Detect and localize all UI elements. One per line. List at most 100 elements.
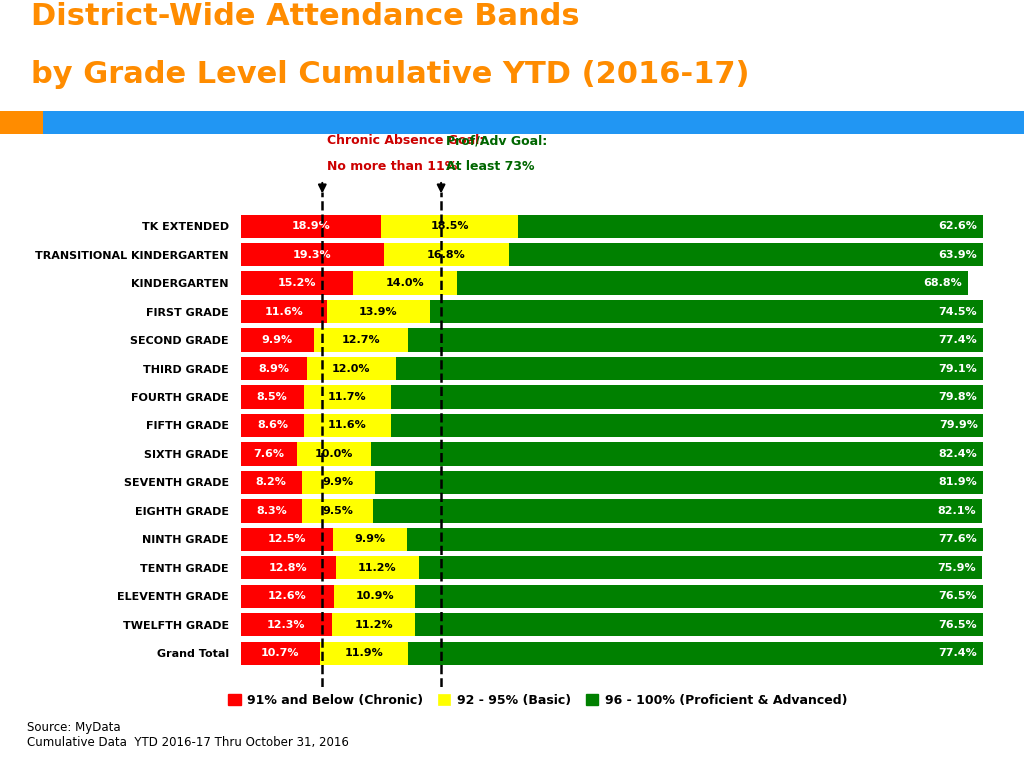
Bar xyxy=(297,442,372,465)
Text: 63.9%: 63.9% xyxy=(938,250,977,260)
Bar xyxy=(241,499,302,522)
Text: by Grade Level Cumulative YTD (2016-17): by Grade Level Cumulative YTD (2016-17) xyxy=(31,60,750,89)
Bar xyxy=(396,357,983,380)
Text: 15.2%: 15.2% xyxy=(278,278,316,288)
Bar xyxy=(384,243,509,266)
Text: 11.7%: 11.7% xyxy=(328,392,367,402)
Bar xyxy=(321,641,409,665)
Text: 76.5%: 76.5% xyxy=(938,620,977,630)
Text: 11.2%: 11.2% xyxy=(358,563,396,573)
Bar xyxy=(241,613,332,637)
Text: District-Wide Attendance Bands: District-Wide Attendance Bands xyxy=(31,2,580,31)
Bar xyxy=(372,442,983,465)
Bar xyxy=(241,528,334,551)
Bar xyxy=(241,300,327,323)
Bar xyxy=(407,528,983,551)
Text: Chronic Absence Goal:: Chronic Absence Goal: xyxy=(328,134,484,147)
Text: 12.6%: 12.6% xyxy=(268,591,307,601)
Text: 82.4%: 82.4% xyxy=(938,449,977,459)
Legend: 91% and Below (Chronic), 92 - 95% (Basic), 96 - 100% (Proficient & Advanced): 91% and Below (Chronic), 92 - 95% (Basic… xyxy=(228,694,847,707)
Bar xyxy=(241,214,381,238)
Text: 10.0%: 10.0% xyxy=(315,449,353,459)
Text: 10.7%: 10.7% xyxy=(261,648,300,658)
Text: 68.8%: 68.8% xyxy=(924,278,963,288)
Bar xyxy=(419,556,982,579)
Bar xyxy=(241,386,304,409)
Text: 76.5%: 76.5% xyxy=(938,591,977,601)
Bar xyxy=(241,243,384,266)
Bar xyxy=(430,300,983,323)
Text: 12.5%: 12.5% xyxy=(268,535,306,545)
Text: 82.1%: 82.1% xyxy=(938,506,976,516)
Bar xyxy=(415,584,983,608)
Text: 19.3%: 19.3% xyxy=(293,250,332,260)
Bar xyxy=(304,414,390,437)
Bar xyxy=(336,556,419,579)
Bar xyxy=(332,613,415,637)
Bar xyxy=(390,414,984,437)
Text: 11.6%: 11.6% xyxy=(328,420,367,430)
Text: 77.4%: 77.4% xyxy=(938,648,977,658)
Bar xyxy=(409,641,983,665)
Text: 79.1%: 79.1% xyxy=(938,363,977,373)
Text: 9.9%: 9.9% xyxy=(323,478,354,488)
Text: 8.6%: 8.6% xyxy=(257,420,288,430)
Text: 62.6%: 62.6% xyxy=(938,221,977,231)
Text: 75.9%: 75.9% xyxy=(938,563,976,573)
Text: 79.9%: 79.9% xyxy=(939,420,978,430)
Text: No more than 11%: No more than 11% xyxy=(328,161,458,174)
Text: 77.6%: 77.6% xyxy=(938,535,977,545)
Text: 12.0%: 12.0% xyxy=(332,363,371,373)
Bar xyxy=(241,414,304,437)
Text: 16.8%: 16.8% xyxy=(427,250,466,260)
Bar xyxy=(373,499,982,522)
Bar xyxy=(241,584,334,608)
Text: 8.3%: 8.3% xyxy=(256,506,287,516)
Bar xyxy=(390,386,983,409)
Text: 8.5%: 8.5% xyxy=(257,392,288,402)
Text: 9.5%: 9.5% xyxy=(323,506,353,516)
Text: 12.3%: 12.3% xyxy=(267,620,305,630)
Text: 7.6%: 7.6% xyxy=(253,449,285,459)
Text: Prof/Adv Goal:: Prof/Adv Goal: xyxy=(446,134,548,147)
Bar xyxy=(302,499,373,522)
Bar xyxy=(509,243,983,266)
Bar xyxy=(307,357,396,380)
Text: 9.9%: 9.9% xyxy=(354,535,386,545)
Text: 77.4%: 77.4% xyxy=(938,335,977,345)
Text: 12.7%: 12.7% xyxy=(342,335,381,345)
Bar xyxy=(301,471,375,494)
Text: 11.9%: 11.9% xyxy=(345,648,384,658)
Text: 9.9%: 9.9% xyxy=(262,335,293,345)
Bar xyxy=(314,329,409,352)
Bar xyxy=(241,271,353,295)
Bar xyxy=(415,613,983,637)
Bar xyxy=(241,641,321,665)
Bar xyxy=(241,471,301,494)
Text: 18.9%: 18.9% xyxy=(292,221,330,231)
Text: 8.9%: 8.9% xyxy=(258,363,289,373)
Text: 14.0%: 14.0% xyxy=(386,278,425,288)
Bar xyxy=(241,556,336,579)
Text: 11.6%: 11.6% xyxy=(264,306,303,316)
Bar xyxy=(334,528,407,551)
Text: 79.8%: 79.8% xyxy=(938,392,977,402)
Bar xyxy=(241,442,297,465)
Bar xyxy=(458,271,968,295)
Text: 11.2%: 11.2% xyxy=(354,620,393,630)
Bar xyxy=(0,111,43,134)
Text: 13.9%: 13.9% xyxy=(359,306,397,316)
Bar xyxy=(304,386,390,409)
Bar xyxy=(518,214,983,238)
Bar xyxy=(241,357,307,380)
Bar xyxy=(327,300,430,323)
Bar xyxy=(409,329,983,352)
Bar xyxy=(334,584,415,608)
Text: 8.2%: 8.2% xyxy=(256,478,287,488)
Text: At least 73%: At least 73% xyxy=(446,161,535,174)
Bar xyxy=(381,214,518,238)
Text: 18.5%: 18.5% xyxy=(430,221,469,231)
Text: 81.9%: 81.9% xyxy=(938,478,977,488)
Bar xyxy=(241,329,314,352)
Text: 74.5%: 74.5% xyxy=(938,306,977,316)
